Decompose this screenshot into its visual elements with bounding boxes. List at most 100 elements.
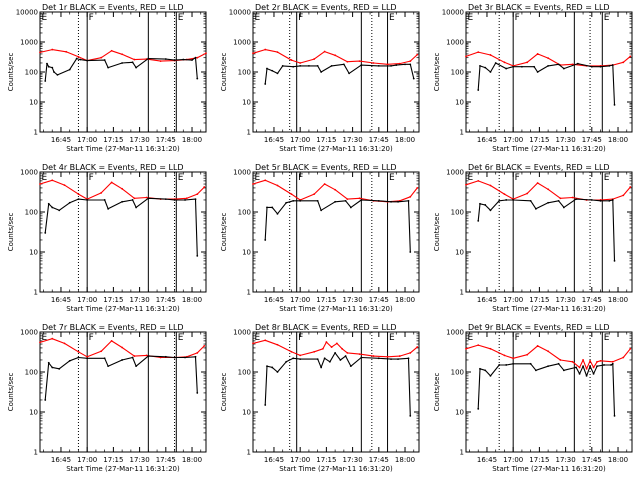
data-point: [299, 199, 302, 202]
x-tick-label: 17:45: [582, 296, 602, 304]
data-point: [164, 198, 167, 201]
lld-series-line: [252, 339, 418, 358]
data-point: [164, 58, 167, 60]
data-point: [135, 206, 138, 209]
data-point: [529, 199, 532, 202]
data-point: [599, 359, 602, 362]
y-tick-label: 1: [460, 449, 464, 457]
x-axis-label: Start Time (27-Mar-11 16:31:20): [492, 465, 606, 473]
data-point: [477, 407, 480, 410]
chart-panel: Det 2r BLACK = Events, RED = LLD 1 10 100 10…: [220, 3, 420, 153]
x-tick-label: 16:45: [477, 456, 497, 464]
data-point: [56, 74, 59, 76]
data-point: [575, 198, 577, 201]
data-point: [276, 343, 279, 346]
data-point: [477, 51, 480, 54]
data-point: [611, 362, 614, 365]
y-tick-label: 1000: [20, 39, 38, 47]
data-point: [276, 72, 279, 75]
data-point: [133, 197, 136, 200]
data-point: [599, 199, 602, 202]
y-axis-label: Counts/sec: [220, 373, 228, 412]
data-point: [390, 200, 392, 203]
event-marker-label: E: [389, 333, 395, 343]
x-axis-label: Start Time (27-Mar-11 16:31:20): [279, 145, 393, 153]
data-point: [404, 63, 406, 66]
data-point: [534, 369, 537, 372]
x-tick-label: 17:45: [156, 456, 176, 464]
events-series-line: [264, 63, 415, 84]
data-point: [100, 56, 103, 59]
data-point: [196, 193, 199, 196]
data-point: [145, 354, 148, 357]
y-tick-label: 1000: [233, 169, 251, 177]
y-tick-label: 1: [34, 449, 38, 457]
data-point: [68, 201, 71, 204]
y-tick-label: 10: [29, 249, 38, 257]
data-point: [629, 186, 632, 188]
event-marker-label: E: [178, 333, 184, 343]
data-point: [194, 355, 197, 358]
data-point: [477, 179, 480, 182]
data-point: [266, 67, 268, 70]
x-tick-label: 16:45: [264, 456, 284, 464]
data-point: [622, 61, 625, 64]
data-point: [145, 196, 148, 199]
x-tick-label: 16:45: [477, 136, 497, 144]
data-point: [103, 59, 106, 61]
data-point: [489, 71, 492, 73]
x-tick-label: 18:00: [182, 296, 202, 304]
data-point: [547, 64, 550, 67]
data-point: [264, 48, 267, 51]
x-tick-label: 17:45: [156, 296, 176, 304]
x-tick-label: 17:45: [582, 456, 602, 464]
plot-frame: [39, 331, 207, 453]
data-point: [320, 366, 323, 369]
x-tick-label: 17:00: [77, 296, 97, 304]
event-marker-label: E: [42, 13, 48, 23]
data-point: [533, 65, 536, 68]
data-point: [121, 359, 124, 361]
data-point: [173, 199, 176, 201]
data-point: [503, 61, 506, 64]
data-point: [547, 188, 550, 191]
data-point: [477, 344, 480, 347]
x-tick-label: 18:00: [395, 136, 415, 144]
x-tick-label: 17:30: [343, 456, 363, 464]
chart-title: Det 1r BLACK = Events, RED = LLD: [42, 3, 184, 12]
data-point: [344, 199, 347, 202]
data-point: [321, 347, 324, 350]
data-point: [313, 58, 316, 60]
data-point: [512, 357, 515, 360]
y-axis-label: Counts/sec: [7, 213, 15, 252]
events-series-line: [477, 62, 616, 105]
x-tick-label: 17:15: [529, 456, 549, 464]
y-tick-label: 10: [242, 99, 251, 107]
data-point: [613, 259, 616, 262]
y-tick-label: 1000: [20, 169, 38, 177]
data-point: [611, 360, 614, 363]
data-point: [131, 61, 134, 64]
data-point: [409, 195, 412, 198]
data-point: [320, 209, 323, 212]
data-point: [316, 64, 319, 67]
data-point: [341, 347, 344, 350]
event-marker-label: F: [89, 173, 94, 183]
data-point: [330, 64, 333, 67]
y-tick-label: 10: [455, 409, 464, 417]
data-point: [191, 59, 193, 61]
data-point: [536, 71, 539, 73]
data-point: [100, 192, 103, 194]
data-point: [589, 359, 591, 362]
data-point: [412, 77, 415, 80]
data-point: [377, 199, 380, 202]
data-point: [611, 64, 614, 66]
data-point: [264, 179, 267, 182]
chart-title: Det 9r BLACK = Events, RED = LLD: [468, 323, 610, 332]
data-point: [58, 209, 61, 212]
data-point: [196, 352, 199, 354]
y-tick-label: 100: [451, 69, 464, 77]
data-point: [377, 64, 380, 67]
data-point: [77, 350, 80, 353]
x-tick-label: 17:45: [369, 296, 389, 304]
